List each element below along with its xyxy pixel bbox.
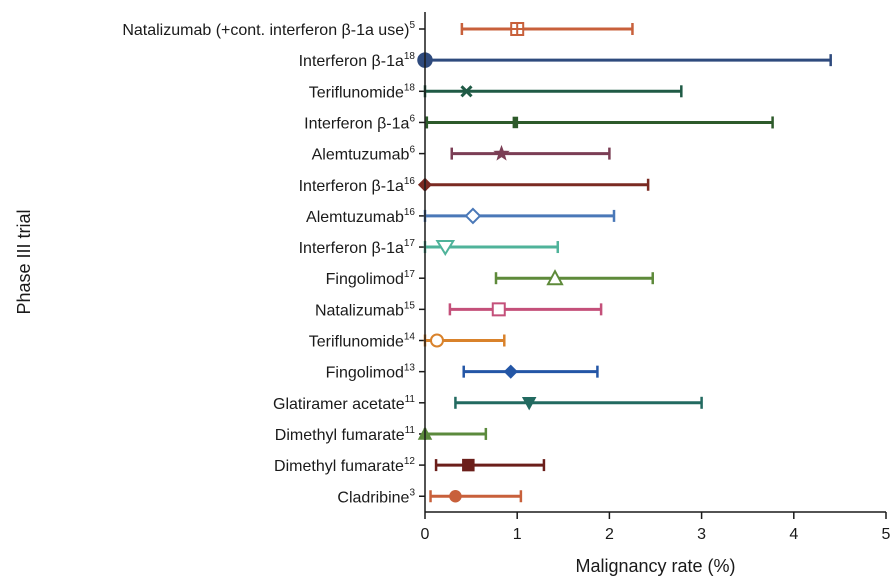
trial-row: Interferon β-1a6	[304, 113, 774, 132]
chart-rows: Natalizumab (+cont. interferon β-1a use)…	[122, 20, 832, 506]
trial-name: Teriflunomide	[309, 334, 404, 351]
point-estimate	[493, 144, 510, 161]
trial-name: Interferon β-1a	[299, 240, 404, 257]
trial-row: Alemtuzumab6	[312, 144, 611, 164]
trial-reference: 16	[404, 207, 416, 218]
trial-reference: 14	[404, 332, 416, 343]
point-estimate	[460, 85, 473, 98]
x-axis-title: Malignancy rate (%)	[575, 556, 735, 576]
x-tick-label: 2	[605, 526, 614, 543]
point-estimate	[464, 207, 482, 225]
trial-label: Dimethyl fumarate11	[275, 425, 416, 444]
x-tick-label: 0	[421, 526, 430, 543]
x-tick-label: 1	[513, 526, 522, 543]
trial-name: Fingolimod	[326, 365, 404, 382]
trial-label: Teriflunomide14	[309, 332, 416, 351]
point-estimate	[546, 269, 564, 286]
trial-reference: 13	[404, 363, 416, 374]
trial-row: Dimethyl fumarate11	[275, 425, 488, 444]
trial-row: Interferon β-1a18	[299, 51, 832, 70]
trial-reference: 5	[409, 20, 415, 31]
trial-name: Interferon β-1a	[304, 115, 409, 132]
trial-name: Natalizumab (+cont. interferon β-1a use)	[122, 22, 409, 39]
trial-row: Cladribine3	[337, 487, 523, 506]
trial-label: Glatiramer acetate11	[273, 394, 415, 413]
trial-row: Alemtuzumab16	[306, 207, 616, 226]
trial-label: Alemtuzumab16	[306, 207, 415, 226]
x-axis-ticks: 0 1 2 3 4 5	[421, 512, 891, 543]
trial-row: Teriflunomide18	[309, 82, 683, 101]
trial-name: Interferon β-1a	[299, 178, 404, 195]
trial-reference: 17	[404, 238, 416, 249]
trial-reference: 18	[404, 82, 416, 93]
trial-reference: 12	[404, 456, 416, 467]
trial-row: Natalizumab (+cont. interferon β-1a use)…	[122, 20, 634, 39]
x-tick-label: 5	[882, 526, 891, 543]
trial-label: Cladribine3	[337, 487, 415, 506]
trial-row: Interferon β-1a17	[299, 238, 560, 257]
trial-label: Alemtuzumab6	[312, 145, 416, 164]
trial-name: Glatiramer acetate	[273, 396, 405, 413]
point-estimate	[462, 458, 475, 472]
trial-label: Interferon β-1a6	[304, 113, 415, 132]
trial-label: Fingolimod13	[326, 363, 416, 382]
point-estimate	[435, 240, 456, 256]
trial-reference: 11	[405, 425, 416, 436]
trial-name: Alemtuzumab	[312, 147, 410, 164]
trial-name: Dimethyl fumarate	[275, 427, 405, 444]
point-estimate	[503, 364, 518, 379]
point-estimate	[491, 302, 506, 317]
point-estimate	[429, 333, 444, 348]
trial-label: Interferon β-1a18	[299, 51, 416, 70]
trial-name: Alemtuzumab	[306, 209, 404, 226]
trial-reference: 6	[409, 145, 415, 156]
trial-name: Dimethyl fumarate	[274, 458, 404, 475]
trial-reference: 15	[404, 300, 416, 311]
trial-name: Interferon β-1a	[299, 53, 404, 70]
y-axis-title: Phase III trial	[14, 209, 34, 314]
point-estimate	[449, 490, 462, 503]
trial-label: Natalizumab (+cont. interferon β-1a use)…	[122, 20, 415, 39]
trial-name: Teriflunomide	[309, 84, 404, 101]
trial-row: Natalizumab15	[315, 300, 603, 319]
trial-label: Dimethyl fumarate12	[274, 456, 415, 475]
x-tick-label: 3	[697, 526, 706, 543]
trial-row: Glatiramer acetate11	[273, 394, 703, 413]
trial-label: Teriflunomide18	[309, 82, 416, 101]
trial-name: Natalizumab	[315, 302, 404, 319]
trial-reference: 11	[405, 394, 416, 405]
x-tick-label: 4	[789, 526, 798, 543]
trial-label: Interferon β-1a16	[299, 176, 416, 195]
trial-label: Natalizumab15	[315, 300, 415, 319]
trial-name: Cladribine	[337, 489, 409, 506]
point-estimate	[521, 397, 537, 411]
trial-reference: 18	[404, 51, 416, 62]
trial-row: Fingolimod17	[326, 269, 654, 288]
trial-label: Interferon β-1a17	[299, 238, 416, 257]
trial-reference: 16	[404, 176, 416, 187]
trial-reference: 17	[404, 269, 416, 280]
trial-row: Interferon β-1a16	[299, 176, 650, 195]
trial-row: Dimethyl fumarate12	[274, 456, 546, 475]
trial-row: Fingolimod13	[326, 363, 599, 382]
trial-reference: 6	[409, 113, 415, 124]
point-estimate	[512, 116, 519, 129]
trial-reference: 3	[409, 487, 415, 498]
trial-row: Teriflunomide14	[309, 332, 506, 351]
trial-label: Fingolimod17	[326, 269, 416, 288]
trial-name: Fingolimod	[326, 271, 404, 288]
